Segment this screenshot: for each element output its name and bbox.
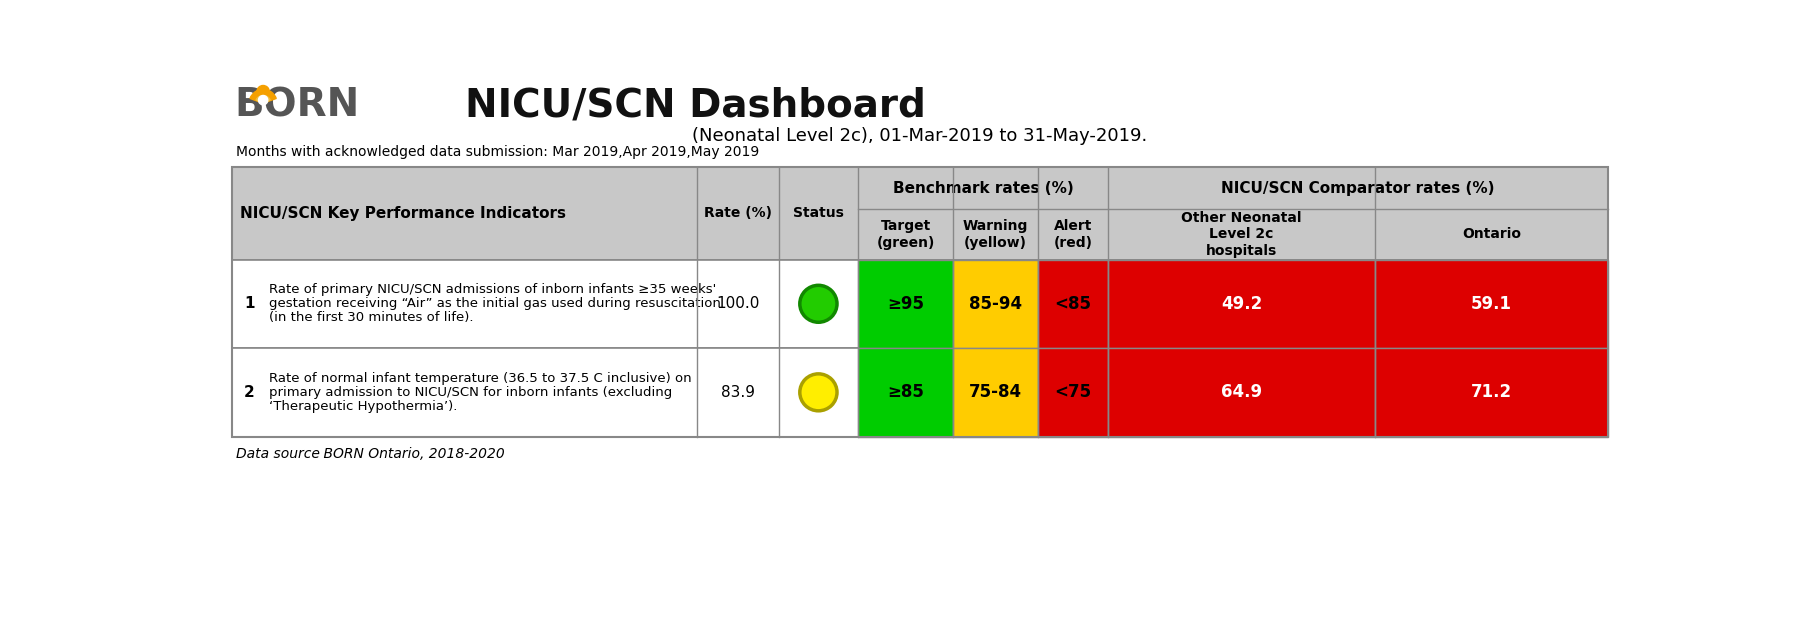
Text: ≥95: ≥95 [887,295,924,313]
Text: 83.9: 83.9 [722,385,756,400]
Bar [953,348,1038,437]
Text: 2: 2 [244,385,255,400]
Text: 85-94: 85-94 [969,295,1021,313]
Text: <75: <75 [1054,383,1091,401]
Bar [1038,260,1108,348]
Bar [1038,348,1108,437]
Text: Target
(green): Target (green) [876,220,935,250]
Text: (in the first 30 minutes of life).: (in the first 30 minutes of life). [269,311,474,324]
Text: 100.0: 100.0 [716,296,759,311]
Bar [858,260,953,348]
Bar [858,348,953,437]
Text: 59.1: 59.1 [1470,295,1511,313]
Wedge shape [258,96,267,105]
Text: 1: 1 [244,296,255,311]
Text: Data source: Data source [235,447,320,460]
Bar [1375,260,1608,348]
Text: Warning
(yellow): Warning (yellow) [962,220,1029,250]
Bar [232,167,1608,260]
Text: Rate (%): Rate (%) [704,206,772,220]
Text: BORN: BORN [235,87,359,125]
Bar [953,260,1038,348]
Bar [1108,260,1375,348]
Wedge shape [250,89,276,103]
Text: Rate of normal infant temperature (36.5 to 37.5 C inclusive) on: Rate of normal infant temperature (36.5 … [269,372,691,385]
Text: Status: Status [793,206,844,220]
Bar [232,260,1608,348]
Circle shape [801,374,836,411]
Text: 49.2: 49.2 [1221,295,1262,313]
Text: 71.2: 71.2 [1470,383,1511,401]
Text: Ontario: Ontario [1461,228,1520,242]
Text: gestation receiving “Air” as the initial gas used during resuscitation: gestation receiving “Air” as the initial… [269,298,722,310]
Text: NICU/SCN Key Performance Indicators: NICU/SCN Key Performance Indicators [241,206,565,221]
Text: ‘Therapeutic Hypothermia’).: ‘Therapeutic Hypothermia’). [269,399,458,413]
Circle shape [257,86,269,98]
Circle shape [801,286,836,322]
Text: Months with acknowledged data submission: Mar 2019,Apr 2019,May 2019: Months with acknowledged data submission… [235,145,759,159]
Text: BORN Ontario, 2018-2020: BORN Ontario, 2018-2020 [305,447,504,460]
Wedge shape [257,96,271,103]
Text: ≥85: ≥85 [887,383,924,401]
Text: NICU/SCN Dashboard: NICU/SCN Dashboard [465,87,926,125]
Bar [1108,348,1375,437]
Text: primary admission to NICU/SCN for inborn infants (excluding: primary admission to NICU/SCN for inborn… [269,386,673,399]
Text: 64.9: 64.9 [1221,383,1262,401]
Text: Alert
(red): Alert (red) [1054,220,1093,250]
Text: NICU/SCN Comparator rates (%): NICU/SCN Comparator rates (%) [1221,181,1495,196]
Text: Rate of primary NICU/SCN admissions of inborn infants ≥35 weeks': Rate of primary NICU/SCN admissions of i… [269,284,716,296]
Text: Other Neonatal
Level 2c
hospitals: Other Neonatal Level 2c hospitals [1181,211,1301,258]
Bar [232,167,1608,437]
Text: 75-84: 75-84 [969,383,1021,401]
Text: <85: <85 [1054,295,1091,313]
Text: (Neonatal Level 2c), 01-Mar-2019 to 31-May-2019.: (Neonatal Level 2c), 01-Mar-2019 to 31-M… [691,126,1147,145]
Bar [1375,348,1608,437]
Bar [232,348,1608,437]
Text: Benchmark rates (%): Benchmark rates (%) [892,181,1073,196]
